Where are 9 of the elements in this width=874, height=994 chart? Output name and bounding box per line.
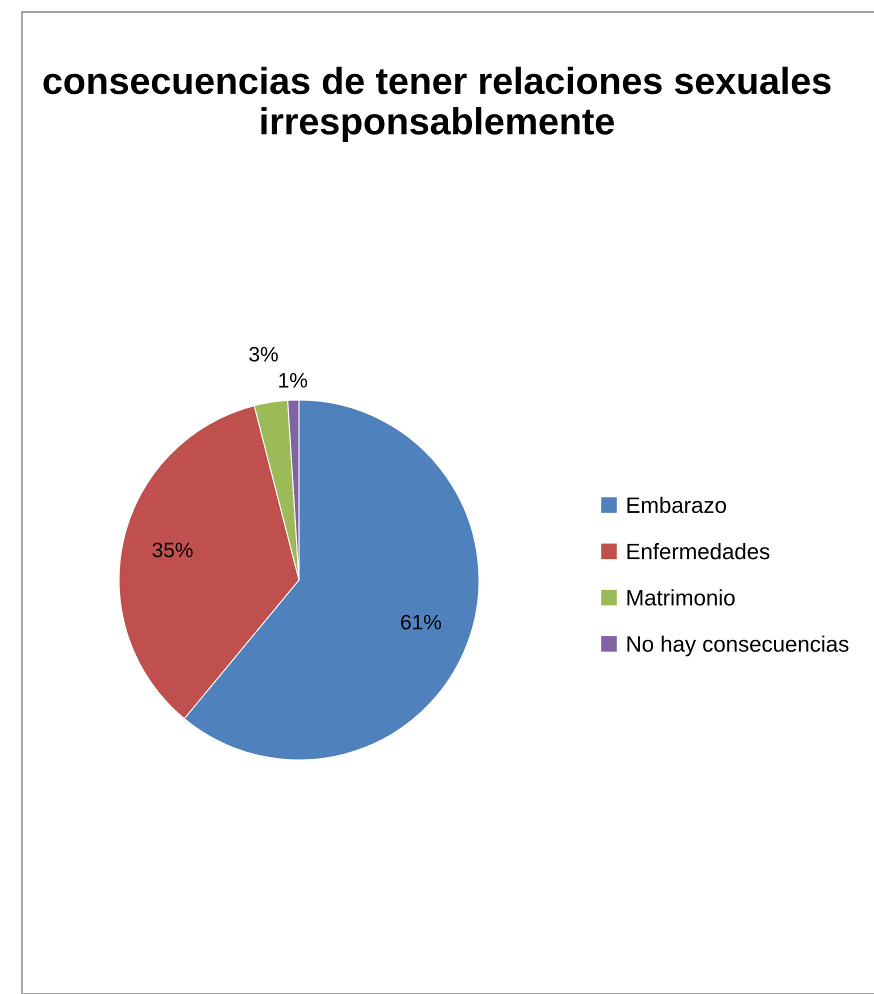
legend-label: Enfermedades (627, 543, 770, 560)
chart-title: consecuencias de tener relaciones sexuales irresponsablemente (43, 66, 830, 142)
data-label: 35% (152, 542, 193, 558)
legend-label: No hay consecuencias (627, 636, 848, 656)
legend-label: Matrimonio (627, 589, 735, 606)
legend-label: Embarazo (627, 496, 726, 514)
data-label: 3% (249, 346, 278, 362)
data-label: 1% (279, 373, 308, 388)
data-label: 61% (401, 614, 442, 630)
